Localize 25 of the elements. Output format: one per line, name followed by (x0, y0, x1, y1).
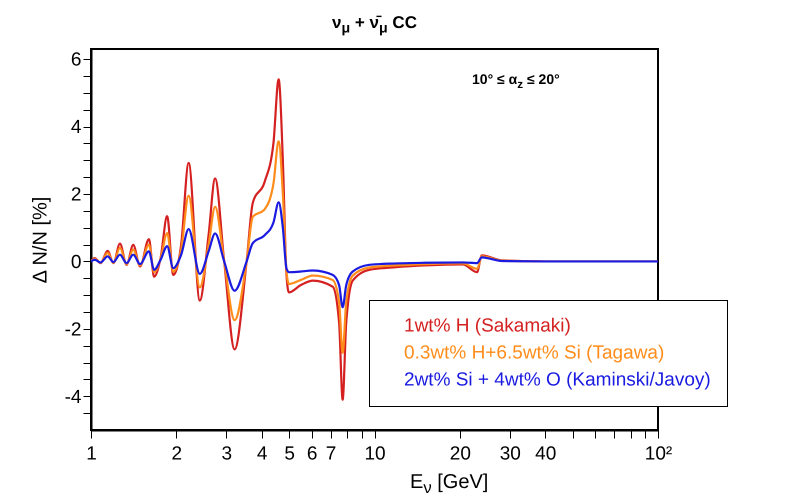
chart-title: ν$_{μ}$ + ν̄$_{μ}$ CC (331, 13, 418, 36)
y-tick-label: -2 (64, 319, 82, 340)
text: 2wt% Si + 4wt% O (Kaminski/Javoy) (404, 370, 711, 390)
x-tick-label: 6 (306, 444, 318, 464)
text: 1wt% H (Sakamaki) (404, 316, 571, 336)
x-tick-label: 5 (284, 444, 295, 464)
text: 0.3wt% H+6.5wt% Si (Tagawa) (404, 342, 664, 364)
y-tick-label: 2 (70, 184, 82, 206)
y-tick-label: 6 (70, 50, 82, 71)
x-tick-label: 30 (500, 444, 521, 464)
x-tick-label: 10 (364, 444, 386, 464)
y-tick-label: 0 (70, 252, 82, 273)
x-tick-label: 2 (172, 444, 182, 464)
y-tick-label: 4 (70, 117, 82, 138)
x-tick-label: 4 (256, 444, 268, 464)
x-tick-label: 3 (221, 444, 232, 464)
annotation: 10° ≤ α$_{z}$ ≤ 20° (472, 71, 560, 91)
x-tick-label: 7 (326, 444, 336, 464)
x-tick-label: 1 (86, 444, 97, 464)
x-tick-label: 10² (644, 444, 672, 464)
x-tick-label: 20 (450, 444, 471, 464)
y-tick-label: -4 (64, 386, 82, 408)
x-axis-title: E$_{ν}$ [GeV] (410, 471, 488, 497)
y-axis-title: Δ N/N [%] (30, 196, 52, 284)
x-tick-label: 40 (535, 444, 556, 464)
